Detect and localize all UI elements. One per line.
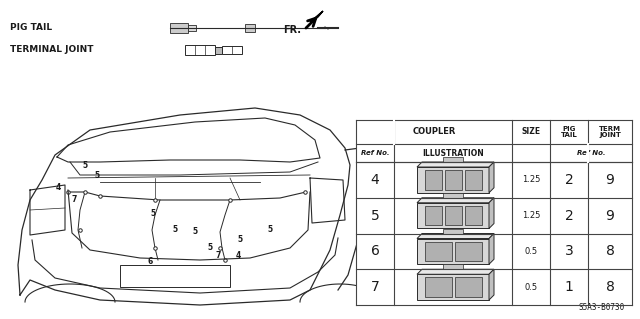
Bar [425, 241, 452, 261]
Text: 4: 4 [56, 183, 61, 192]
Text: 5: 5 [150, 209, 156, 218]
Text: 2: 2 [564, 209, 573, 223]
Text: 5: 5 [83, 160, 88, 169]
Bar [443, 157, 463, 162]
Bar [425, 277, 452, 297]
Text: COUPLER: COUPLER [412, 128, 456, 137]
Text: 5: 5 [207, 243, 212, 253]
Bar [215, 47, 222, 54]
Text: TERM
JOINT: TERM JOINT [599, 126, 621, 138]
Text: 0.5: 0.5 [524, 247, 538, 256]
Text: 5: 5 [95, 170, 100, 180]
Text: 6: 6 [147, 257, 152, 266]
Text: TERMINAL JOINT: TERMINAL JOINT [10, 46, 93, 55]
Text: 0.5: 0.5 [524, 283, 538, 292]
Bar [443, 264, 463, 269]
Bar [417, 274, 489, 300]
Bar [455, 241, 482, 261]
Bar [455, 277, 482, 297]
Text: Ref No.: Ref No. [577, 150, 605, 156]
Bar [465, 206, 482, 226]
Bar [417, 203, 489, 228]
Text: 1.25: 1.25 [522, 175, 540, 184]
Text: 8: 8 [605, 280, 614, 294]
Text: SIZE: SIZE [522, 128, 541, 137]
Text: 9: 9 [605, 173, 614, 187]
Bar [417, 167, 489, 193]
Text: 1.25: 1.25 [522, 211, 540, 220]
Bar [170, 23, 188, 33]
Text: 5: 5 [172, 226, 177, 234]
Text: PIG
TAIL: PIG TAIL [561, 126, 577, 138]
Bar [222, 46, 242, 54]
Bar [417, 239, 489, 264]
Bar [245, 24, 255, 32]
Polygon shape [310, 11, 323, 22]
Bar [445, 170, 462, 190]
Bar [425, 170, 442, 190]
Text: S5A3-B0730: S5A3-B0730 [579, 303, 625, 312]
Text: 5: 5 [268, 226, 273, 234]
Text: ILLUSTRATION: ILLUSTRATION [422, 149, 484, 158]
Polygon shape [489, 269, 494, 300]
Polygon shape [417, 269, 494, 274]
Bar [465, 170, 482, 190]
Text: Ref No.: Ref No. [361, 150, 389, 156]
Polygon shape [489, 198, 494, 228]
Text: 7: 7 [215, 251, 221, 261]
Bar [445, 206, 462, 226]
Text: FR.: FR. [283, 25, 301, 35]
Text: 6: 6 [371, 244, 380, 258]
Bar [425, 206, 442, 226]
Text: 8: 8 [605, 244, 614, 258]
Polygon shape [417, 234, 494, 239]
Bar [188, 25, 196, 31]
Polygon shape [417, 198, 494, 203]
Bar [356, 120, 632, 305]
Text: 7: 7 [371, 280, 380, 294]
Text: 4: 4 [371, 173, 380, 187]
Bar [443, 228, 463, 234]
Polygon shape [417, 162, 494, 167]
Bar [443, 193, 463, 198]
Text: 1: 1 [564, 280, 573, 294]
Text: 5: 5 [193, 227, 198, 236]
Text: 5: 5 [371, 209, 380, 223]
Text: 2: 2 [564, 173, 573, 187]
Text: 4: 4 [236, 251, 241, 261]
Polygon shape [489, 162, 494, 193]
Text: 7: 7 [71, 196, 77, 204]
Bar [185, 45, 215, 55]
Text: 9: 9 [605, 209, 614, 223]
Text: PIG TAIL: PIG TAIL [10, 24, 52, 33]
Text: 5: 5 [237, 235, 243, 244]
Polygon shape [489, 234, 494, 264]
Text: 3: 3 [564, 244, 573, 258]
Bar [120, 265, 230, 287]
